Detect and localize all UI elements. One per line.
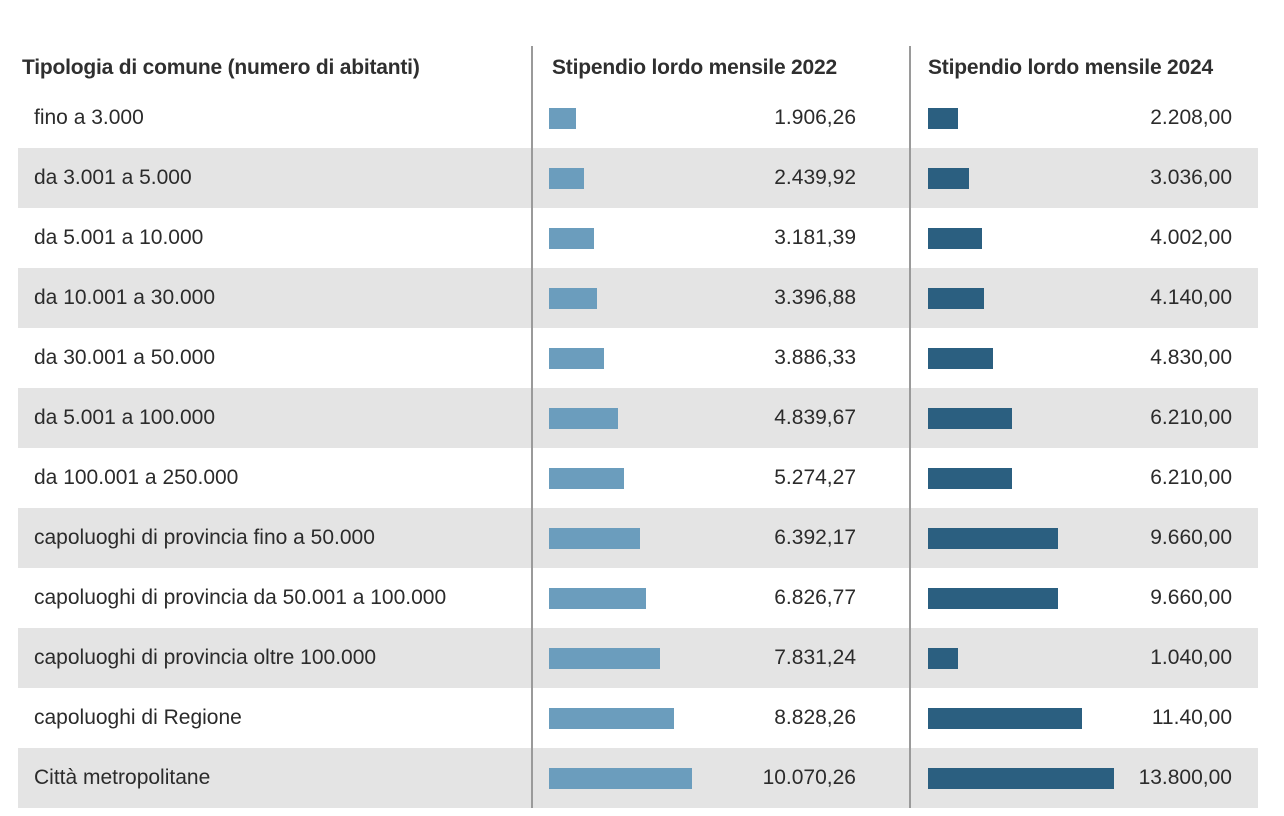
table-row: capoluoghi di provincia oltre 100.000 7.8… xyxy=(18,628,1258,688)
category-label: capoluoghi di provincia fino a 50.000 xyxy=(34,526,375,549)
bar-2022 xyxy=(549,348,604,369)
value-2024: 1.040,00 xyxy=(1150,646,1232,669)
bar-2024 xyxy=(928,528,1058,549)
value-2024: 13.800,00 xyxy=(1138,766,1232,789)
table-row: da 3.001 a 5.000 2.439,92 3.036,00 xyxy=(18,148,1258,208)
bar-2024 xyxy=(928,768,1114,789)
category-label: da 30.001 a 50.000 xyxy=(34,346,216,369)
header-category: Tipologia di comune (numero di abitanti) xyxy=(22,56,420,79)
bar-2022 xyxy=(549,528,640,549)
table-row: da 5.001 a 100.000 4.839,67 6.210,00 xyxy=(18,388,1258,448)
value-2022: 1.906,26 xyxy=(774,106,856,129)
column-divider-2022 xyxy=(531,46,533,808)
table-row: da 5.001 a 10.000 3.181,39 4.002,00 xyxy=(18,208,1258,268)
bar-2022 xyxy=(549,468,624,489)
category-label: capoluoghi di provincia oltre 100.000 xyxy=(34,646,377,669)
bar-2024 xyxy=(928,468,1012,489)
bar-2024 xyxy=(928,648,958,669)
category-label: da 100.001 a 250.000 xyxy=(34,466,239,489)
bar-2024 xyxy=(928,348,993,369)
value-2024: 9.660,00 xyxy=(1150,586,1232,609)
bar-2022 xyxy=(549,108,576,129)
bar-2024 xyxy=(928,708,1082,729)
bar-2024 xyxy=(928,168,969,189)
value-2022: 5.274,27 xyxy=(774,466,856,489)
category-label: fino a 3.000 xyxy=(34,106,144,129)
bar-2022 xyxy=(549,648,660,669)
bar-2022 xyxy=(549,768,692,789)
table-row: da 10.001 a 30.000 3.396,88 4.140,00 xyxy=(18,268,1258,328)
category-label: Città metropolitane xyxy=(34,766,211,789)
bar-2022 xyxy=(549,708,674,729)
value-2024: 4.002,00 xyxy=(1150,226,1232,249)
table-row: capoluoghi di Regione 8.828,26 11.40,00 xyxy=(18,688,1258,748)
category-label: da 3.001 a 5.000 xyxy=(34,166,192,189)
bar-2024 xyxy=(928,288,984,309)
value-2024: 9.660,00 xyxy=(1150,526,1232,549)
value-2022: 6.392,17 xyxy=(774,526,856,549)
value-2022: 2.439,92 xyxy=(774,166,856,189)
value-2022: 8.828,26 xyxy=(774,706,856,729)
value-2022: 4.839,67 xyxy=(774,406,856,429)
bar-2024 xyxy=(928,108,958,129)
value-2022: 7.831,24 xyxy=(774,646,856,669)
bar-2024 xyxy=(928,408,1012,429)
category-label: da 10.001 a 30.000 xyxy=(34,286,216,309)
value-2024: 6.210,00 xyxy=(1150,406,1232,429)
bar-2024 xyxy=(928,228,982,249)
value-2024: 4.140,00 xyxy=(1150,286,1232,309)
value-2024: 2.208,00 xyxy=(1150,106,1232,129)
column-divider-2024 xyxy=(909,46,911,808)
table-row: capoluoghi di provincia da 50.001 a 100.… xyxy=(18,568,1258,628)
category-label: capoluoghi di provincia da 50.001 a 100.… xyxy=(34,586,447,609)
bar-2022 xyxy=(549,288,597,309)
bar-2022 xyxy=(549,168,584,189)
value-2022: 3.181,39 xyxy=(774,226,856,249)
value-2022: 3.886,33 xyxy=(774,346,856,369)
table-row: da 100.001 a 250.000 5.274,27 6.210,00 xyxy=(18,448,1258,508)
table-row: capoluoghi di provincia fino a 50.000 6.3… xyxy=(18,508,1258,568)
table-row: Città metropolitane 10.070,26 13.800,00 xyxy=(18,748,1258,808)
value-2024: 11.40,00 xyxy=(1151,706,1232,729)
table-row: fino a 3.000 1.906,26 2.208,00 xyxy=(18,88,1258,148)
bar-2022 xyxy=(549,408,618,429)
value-2022: 6.826,77 xyxy=(774,586,856,609)
bar-2022 xyxy=(549,228,594,249)
header-2024: Stipendio lordo mensile 2024 xyxy=(928,56,1213,79)
value-2024: 4.830,00 xyxy=(1150,346,1232,369)
value-2022: 10.070,26 xyxy=(762,766,856,789)
value-2024: 6.210,00 xyxy=(1150,466,1232,489)
value-2022: 3.396,88 xyxy=(774,286,856,309)
category-label: da 5.001 a 100.000 xyxy=(34,406,216,429)
table-row: da 30.001 a 50.000 3.886,33 4.830,00 xyxy=(18,328,1258,388)
category-label: capoluoghi di Regione xyxy=(34,706,242,729)
header-2022: Stipendio lordo mensile 2022 xyxy=(552,56,837,79)
bar-2022 xyxy=(549,588,646,609)
value-2024: 3.036,00 xyxy=(1150,166,1232,189)
bar-2024 xyxy=(928,588,1058,609)
category-label: da 5.001 a 10.000 xyxy=(34,226,204,249)
